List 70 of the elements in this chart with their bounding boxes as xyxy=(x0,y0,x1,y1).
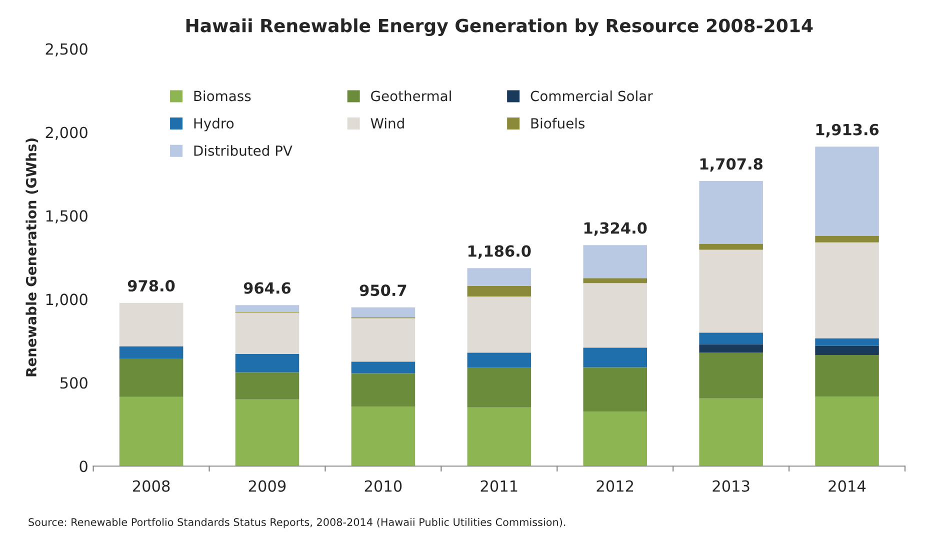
bar xyxy=(815,236,879,242)
x-tick-label: 2012 xyxy=(596,480,634,492)
bar xyxy=(119,346,184,358)
bar xyxy=(235,372,300,400)
bar xyxy=(351,362,416,374)
chart-title: Hawaii Renewable Energy Generation by Resource 2008-2014 xyxy=(186,18,813,36)
x-tick-label: 2009 xyxy=(248,480,286,492)
total-label: 964.6 xyxy=(244,282,291,294)
bar xyxy=(235,305,300,312)
bar xyxy=(119,396,184,466)
bar xyxy=(583,367,647,412)
bar xyxy=(583,245,647,278)
y-tick-label: 0 xyxy=(80,460,88,472)
legend-label: Hydro xyxy=(194,118,234,132)
bar xyxy=(583,283,647,348)
bar xyxy=(351,373,416,407)
bar xyxy=(699,332,763,344)
x-tick-label: 2010 xyxy=(364,480,402,492)
y-axis-title: Renewable Generation (GWhs) xyxy=(26,138,38,376)
bar xyxy=(699,181,763,244)
total-label: 1,186.0 xyxy=(468,245,531,259)
bar xyxy=(467,368,532,408)
bar xyxy=(815,242,879,338)
bar xyxy=(467,407,532,466)
bar xyxy=(351,406,416,466)
bar xyxy=(699,250,763,333)
bar xyxy=(699,398,763,466)
bar xyxy=(235,312,300,354)
bar xyxy=(467,352,532,368)
total-label: 1,913.6 xyxy=(816,124,879,138)
bar xyxy=(119,358,184,397)
bar xyxy=(467,286,532,297)
bar xyxy=(235,399,300,466)
bar xyxy=(815,146,879,236)
bar xyxy=(351,318,416,362)
x-tick-label: 2014 xyxy=(828,480,866,492)
bar xyxy=(467,268,532,286)
y-tick-label: 1,000 xyxy=(46,294,88,307)
y-tick-label: 2,000 xyxy=(46,126,88,140)
bar xyxy=(699,344,763,353)
bar xyxy=(699,352,763,398)
total-label: 1,707.8 xyxy=(700,158,763,172)
source-note: Source: Renewable Portfolio Standards Status Reports, 2008-2014 (Hawaii Public Utilities Commission). xyxy=(28,518,566,528)
total-label: 1,324.0 xyxy=(584,222,647,236)
total-label: 950.7 xyxy=(360,284,406,296)
x-tick-label: 2013 xyxy=(712,480,750,492)
bar xyxy=(815,396,879,466)
bar xyxy=(119,302,184,346)
bar xyxy=(583,348,647,368)
bar xyxy=(815,346,879,355)
bar xyxy=(699,244,763,250)
bar xyxy=(467,296,532,353)
total-label: 978.0 xyxy=(128,280,175,292)
legend-label: Biofuels xyxy=(531,118,585,129)
bar xyxy=(351,307,416,318)
bar xyxy=(583,412,647,466)
bar xyxy=(815,354,879,397)
x-tick-label: 2011 xyxy=(480,480,518,492)
y-tick-label: 2,500 xyxy=(46,43,88,56)
legend-label: Biomass xyxy=(194,90,251,102)
y-tick-label: 500 xyxy=(60,377,88,389)
bar xyxy=(235,354,300,372)
legend-label: Geothermal xyxy=(371,90,451,102)
legend-label: Distributed PV xyxy=(194,145,292,156)
bar xyxy=(815,338,879,346)
legend-label: Wind xyxy=(370,118,404,129)
x-tick-label: 2008 xyxy=(132,480,170,492)
y-tick-label: 1,500 xyxy=(46,210,88,224)
bar xyxy=(583,278,647,284)
legend-label: Commercial Solar xyxy=(530,90,653,102)
